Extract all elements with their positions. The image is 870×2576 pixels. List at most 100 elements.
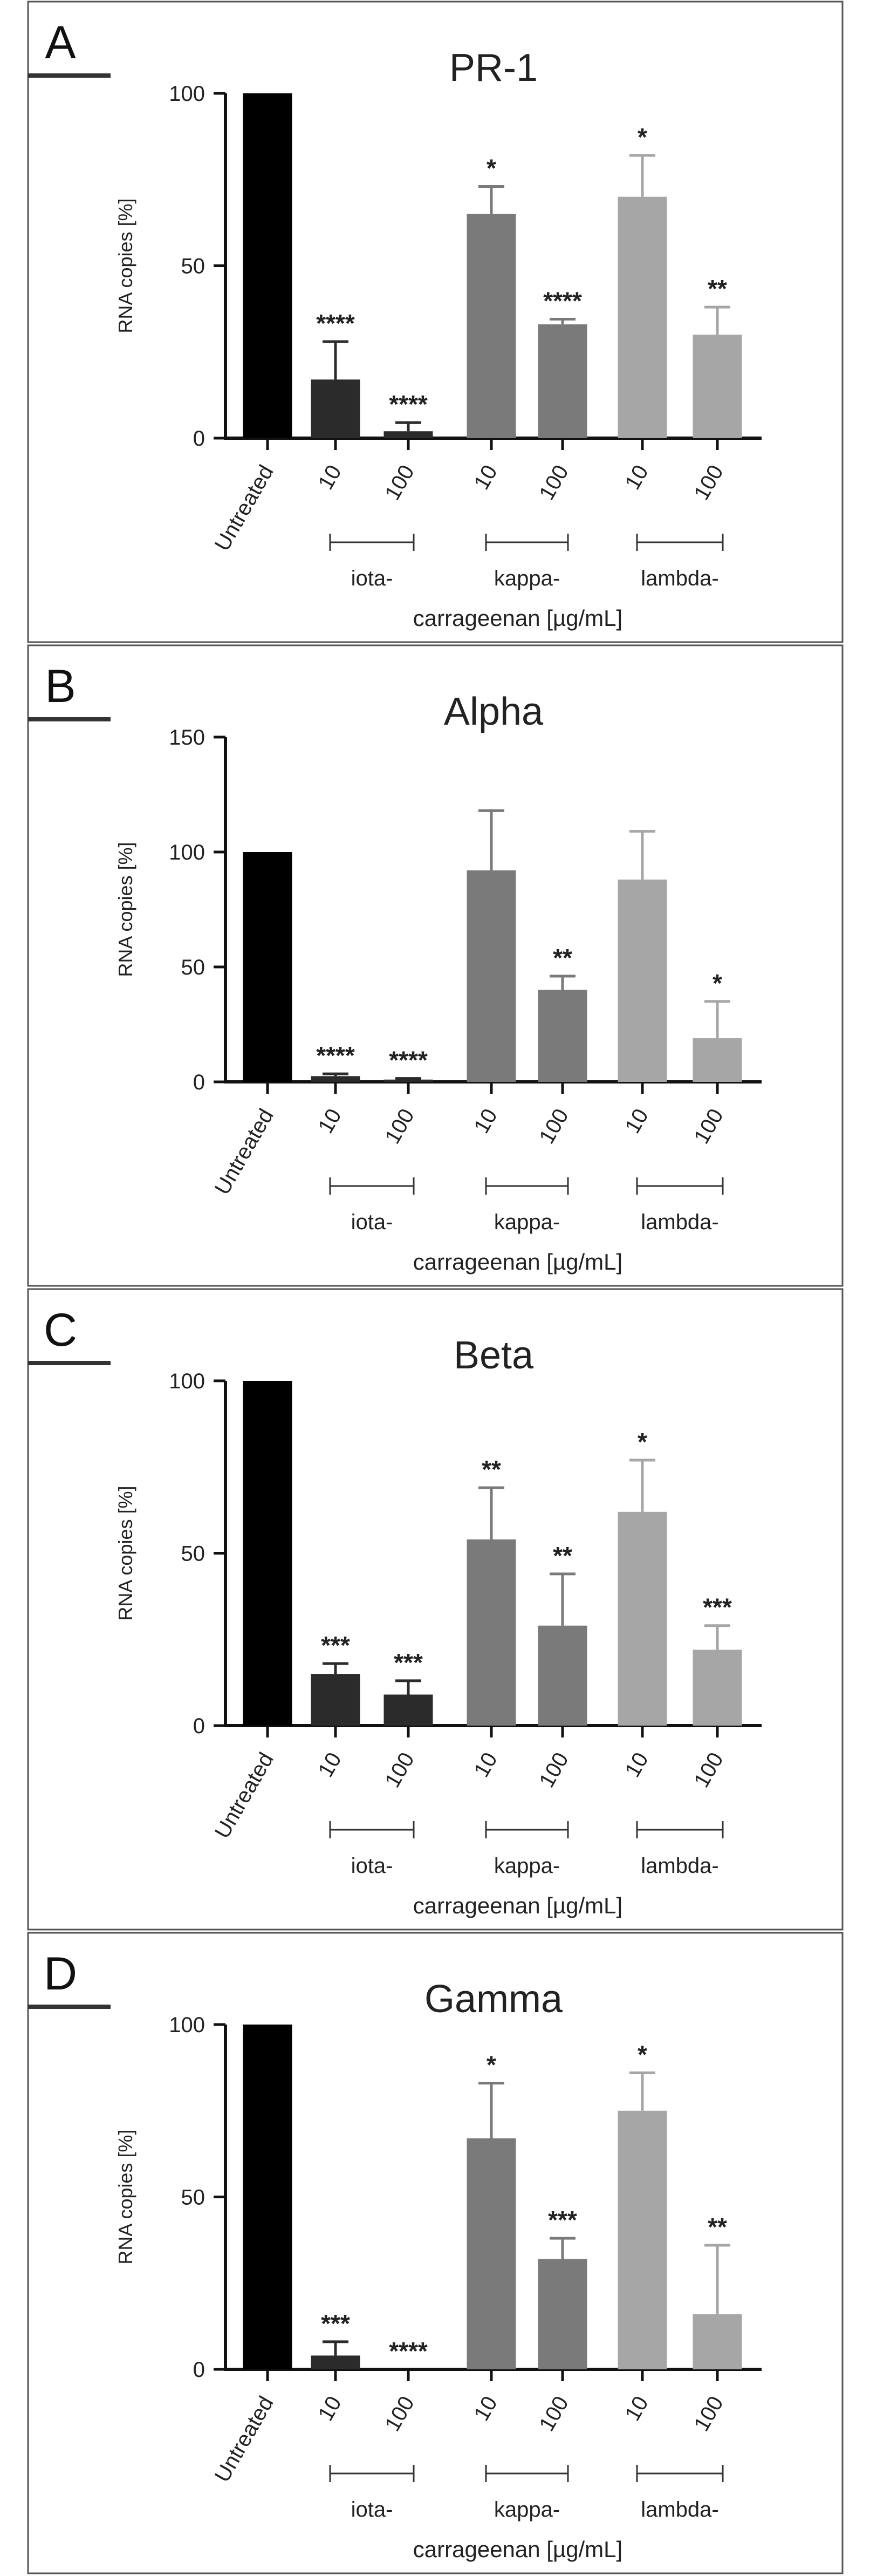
significance-label: **** [389,1046,428,1074]
x-tick-label: 10 [313,1749,346,1782]
x-tick-label: Untreated [210,1749,278,1843]
bar [311,1674,360,1726]
y-tick-label: 0 [193,427,205,451]
y-tick-label: 100 [169,82,205,106]
panel-letter: B [45,660,76,712]
chart-title: Gamma [424,1978,563,2021]
significance-label: ** [553,1542,572,1570]
y-tick-label: 50 [181,2186,205,2210]
significance-label: * [638,1428,647,1456]
significance-label: * [638,2040,647,2068]
bar [693,2314,742,2369]
group-label: lambda- [641,1854,719,1878]
group-label: lambda- [641,1210,719,1234]
panel-letter: C [44,1304,77,1356]
chart-title: PR-1 [449,46,538,90]
y-axis-label: RNA copies [%] [114,1485,136,1620]
x-tick-label: Untreated [210,461,278,555]
significance-label: * [487,2051,496,2079]
group-label: kappa- [494,1210,560,1234]
bar [467,870,516,1082]
bar [693,1650,742,1726]
x-axis-label: carrageenan [µg/mL] [413,1893,622,1918]
x-tick-label: 10 [469,2393,502,2425]
x-tick-label: 10 [620,1105,653,1138]
bar [467,2138,516,2369]
significance-label: *** [321,1631,350,1659]
group-label: iota- [351,1210,393,1234]
x-tick-label: 10 [469,461,502,494]
y-tick-label: 100 [169,1369,205,1393]
bar [538,324,587,438]
group-label: iota- [351,2498,393,2522]
x-tick-label: 100 [535,461,573,505]
significance-label: ** [482,1455,501,1483]
x-tick-label: 100 [689,1749,728,1792]
bar [538,1625,587,1726]
bar [618,196,667,438]
panel-letter: D [44,1948,77,2000]
significance-label: *** [321,2309,350,2338]
group-label: kappa- [494,567,560,590]
y-tick-label: 50 [181,255,205,278]
y-tick-label: 0 [193,2358,205,2382]
x-tick-label: 10 [620,1749,653,1782]
y-tick-label: 0 [193,1071,205,1094]
panel-frame [27,1,844,643]
bar [467,214,516,438]
x-tick-label: 10 [620,461,653,494]
bar [311,1076,360,1082]
chart-title: Alpha [444,690,544,733]
bar [467,1539,516,1726]
x-tick-label: 10 [469,1105,502,1138]
significance-label: *** [394,1648,423,1677]
x-tick-label: 100 [689,2393,728,2436]
x-tick-label: 10 [469,1749,502,1782]
x-tick-label: 100 [535,2393,573,2436]
significance-label: * [487,154,496,182]
x-tick-label: 100 [380,1749,419,1792]
x-tick-label: 10 [313,461,346,494]
y-tick-label: 150 [169,726,205,749]
significance-label: ** [553,944,572,972]
bar [243,2025,292,2369]
significance-label: * [713,969,722,997]
x-tick-label: 100 [535,1105,573,1148]
panel-frame [27,644,844,1287]
bar [243,93,292,438]
bar [618,880,667,1082]
group-label: iota- [351,1854,393,1878]
significance-label: **** [316,1041,355,1069]
x-tick-label: 10 [313,2393,346,2425]
bar [383,1079,433,1082]
bar [311,2355,360,2369]
y-axis-label: RNA copies [%] [114,198,136,333]
significance-label: *** [548,2206,577,2234]
significance-label: ** [708,275,727,303]
chart-title: Beta [454,1334,534,1377]
significance-label: * [638,123,647,151]
bar [693,335,742,438]
significance-label: **** [389,2337,428,2365]
significance-label: **** [389,390,428,418]
x-tick-label: Untreated [210,2393,278,2486]
bar [383,431,433,438]
bar [311,379,360,438]
significance-label: **** [543,287,582,315]
bar [383,1694,433,1726]
bar [618,2110,667,2369]
x-axis-label: carrageenan [µg/mL] [413,605,622,631]
x-tick-label: Untreated [210,1105,278,1199]
y-axis-label: RNA copies [%] [114,842,136,977]
group-label: kappa- [494,2498,560,2522]
x-tick-label: 100 [380,1105,419,1148]
bar [243,852,292,1082]
x-tick-label: 10 [620,2393,653,2425]
x-tick-label: 100 [380,461,419,505]
x-tick-label: 100 [535,1749,573,1792]
